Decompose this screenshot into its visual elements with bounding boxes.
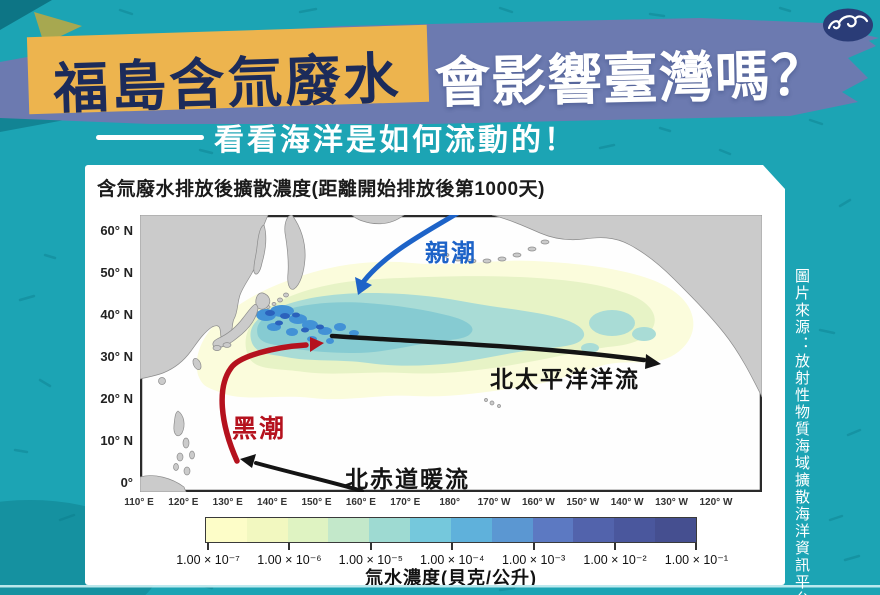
colorbar-tick bbox=[369, 543, 372, 550]
lat-tick-label: 50° N bbox=[100, 265, 133, 280]
colorbar-tick-label: 1.00 × 10⁻¹ bbox=[664, 553, 729, 567]
oyashio-arrowhead bbox=[355, 277, 372, 295]
lon-tick-label: 120° E bbox=[168, 497, 199, 508]
lon-tick-label: 110° E bbox=[124, 497, 154, 508]
colorbar-tick bbox=[695, 543, 698, 550]
north-pacific-arrowhead bbox=[645, 354, 661, 369]
lon-tick-label: 150° W bbox=[566, 497, 600, 508]
colorbar-segment bbox=[246, 518, 288, 542]
colorbar-segment bbox=[410, 518, 451, 542]
colorbar-segment bbox=[655, 518, 696, 542]
lat-tick-label: 0° bbox=[120, 475, 133, 490]
colorbar-caption: 氚水濃度(貝克/公升) bbox=[365, 568, 537, 588]
colorbar bbox=[205, 517, 697, 543]
colorbar-tick bbox=[288, 543, 291, 550]
colorbar-tick-label: 1.00 × 10⁻⁴ bbox=[419, 553, 485, 567]
colorbar-tick-label: 1.00 × 10⁻⁵ bbox=[338, 553, 403, 567]
kuroshio-arrowhead bbox=[310, 337, 324, 352]
subtitle-row: 看看海洋是如何流動的！ bbox=[96, 116, 577, 158]
subtitle-dash bbox=[96, 134, 204, 140]
colorbar-segment bbox=[287, 518, 329, 542]
north-pacific-label: 北太平洋洋流 bbox=[490, 366, 640, 392]
lat-tick-label: 10° N bbox=[100, 433, 133, 448]
map-panel: 含氚廢水排放後擴散濃度(距離開始排放後第1000天) bbox=[85, 165, 785, 585]
lat-tick-label: 30° N bbox=[100, 349, 133, 364]
colorbar-tick bbox=[614, 543, 616, 550]
wave-logo-icon bbox=[823, 8, 873, 42]
lon-tick-label: 130° W bbox=[655, 497, 688, 508]
oyashio-label: 親潮 bbox=[425, 240, 477, 267]
colorbar-segment bbox=[532, 518, 574, 542]
north-equatorial-arrowhead bbox=[240, 454, 256, 468]
lon-tick-label: 130° E bbox=[212, 497, 243, 508]
colorbar-segment bbox=[206, 518, 247, 542]
north-equatorial-label: 北赤道暖流 bbox=[345, 466, 470, 492]
latitude-axis: 60° N 50° N 40° N 30° N 20° N 10° N 0° bbox=[91, 215, 135, 492]
longitude-axis: 110° E 120° E 130° E 140° E 150° E 160° E 170°… bbox=[85, 497, 785, 511]
page-title-highlighted: 福島含氚廢水 bbox=[52, 47, 403, 120]
north-equatorial-arrow bbox=[254, 461, 364, 492]
colorbar-segment bbox=[614, 518, 656, 542]
subtitle-text: 看看海洋是如何流動的！ bbox=[214, 124, 577, 157]
lon-tick-label: 160° E bbox=[345, 497, 376, 508]
colorbar-tick bbox=[207, 543, 209, 550]
lon-tick-label: 170° W bbox=[477, 497, 511, 508]
lon-tick-label: 120° W bbox=[699, 497, 733, 508]
colorbar-tick bbox=[451, 543, 454, 550]
lon-tick-label: 170° E bbox=[390, 497, 421, 508]
colorbar-tick-label: 1.00 × 10⁻² bbox=[583, 553, 647, 567]
colorbar-tick-label: 1.00 × 10⁻³ bbox=[501, 553, 566, 567]
lat-tick-label: 60° N bbox=[100, 223, 133, 238]
colorbar-segment bbox=[491, 518, 533, 542]
lon-tick-label: 140° E bbox=[257, 497, 288, 508]
image-source-note: 圖片來源：放射性物質海域擴散海洋資訊平台 bbox=[793, 268, 810, 595]
pacific-map: 親潮黑潮 北太平洋洋流北赤道暖流 bbox=[140, 215, 762, 492]
colorbar-tick bbox=[532, 543, 535, 550]
lon-tick-label: 140° W bbox=[610, 497, 644, 508]
colorbar-tick-label: 1.00 × 10⁻⁷ bbox=[176, 553, 240, 567]
land-masses bbox=[140, 215, 762, 492]
kuroshio-arrow bbox=[219, 342, 309, 464]
lon-tick-label: 160° W bbox=[521, 497, 555, 508]
map-canvas bbox=[140, 215, 762, 492]
colorbar-segment bbox=[328, 518, 370, 542]
colorbar-tick-label: 1.00 × 10⁻⁶ bbox=[257, 553, 322, 567]
kuroshio-label: 黑潮 bbox=[232, 415, 287, 443]
colorbar-segment bbox=[450, 518, 492, 542]
colorbar-segment bbox=[573, 518, 615, 542]
map-panel-title: 含氚廢水排放後擴散濃度(距離開始排放後第1000天) bbox=[97, 179, 545, 200]
lon-tick-label: 150° E bbox=[301, 497, 332, 508]
north-pacific-arrow bbox=[329, 333, 647, 363]
oyashio-arrow bbox=[361, 215, 464, 284]
colorbar-segment bbox=[369, 518, 411, 542]
lon-tick-label: 180° bbox=[439, 497, 460, 508]
page-title-rest: 會影響臺灣嗎？ bbox=[434, 43, 828, 114]
lat-tick-label: 20° N bbox=[100, 391, 133, 406]
lat-tick-label: 40° N bbox=[100, 307, 133, 322]
